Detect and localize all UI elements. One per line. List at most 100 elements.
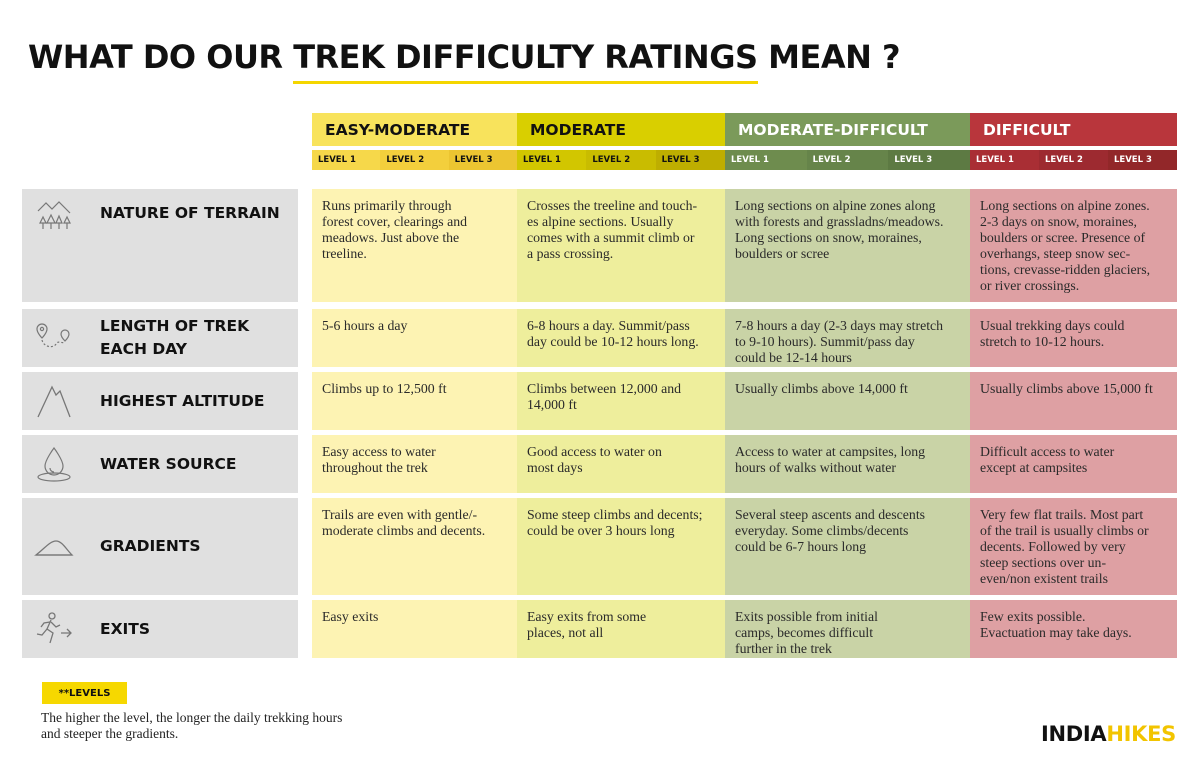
route-pins-icon (34, 318, 74, 358)
table-cell: Exits possible from initial camps, become… (725, 600, 970, 658)
level-tag: LEVEL 3 (888, 150, 970, 170)
table-cell: Good access to water on most days (517, 435, 725, 493)
cell-line: 5-6 hours a day (322, 318, 408, 333)
table-cell: Easy exits (312, 600, 517, 658)
cell-line: tions, crevasse-ridden glaciers, (980, 262, 1151, 277)
cell-line: a pass crossing. (527, 246, 614, 261)
cell-line: Easy exits (322, 609, 379, 624)
table-cell: 7-8 hours a day (2-3 days may stretch to … (725, 309, 970, 367)
cell-line: Exits possible from initial (735, 609, 878, 624)
cell-line: hours of walks without water (735, 460, 896, 475)
table-cell: Usually climbs above 15,000 ft (970, 372, 1177, 430)
category-header: EASY-MODERATE (312, 113, 517, 146)
cell-line: to 9-10 hours). Summit/pass day (735, 334, 915, 349)
table-cell: Easy access to water throughout the trek (312, 435, 517, 493)
level-tag: LEVEL 1 (725, 150, 807, 170)
table-cell: Usual trekking days could stretch to 10-1… (970, 309, 1177, 367)
cell-line: comes with a summit climb or (527, 230, 695, 245)
cell-line: Climbs up to 12,500 ft (322, 381, 447, 396)
cell-line: Easy access to water (322, 444, 436, 459)
brand-logo: INDIAHIKES (1040, 722, 1176, 746)
table-cell: Climbs between 12,000 and 14,000 ft (517, 372, 725, 430)
row-label: EXITS (22, 600, 298, 658)
table-cell: Very few flat trails. Most part of the tr… (970, 498, 1177, 595)
cell-line: Long sections on snow, moraines, (735, 230, 922, 245)
cell-line: with forests and grassladns/meadows. (735, 214, 944, 229)
cell-line: boulders or scree (735, 246, 830, 261)
cell-line: 14,000 ft (527, 397, 577, 412)
cell-line: could be 12-14 hours (735, 350, 852, 365)
cell-line: meadows. Just above the (322, 230, 460, 245)
table-cell: Runs primarily through forest cover, clea… (312, 189, 517, 302)
cell-line: day could be 10-12 hours long. (527, 334, 699, 349)
category-header: DIFFICULT (970, 113, 1177, 146)
table-cell: 5-6 hours a day (312, 309, 517, 367)
cell-line: es alpine sections. Usually (527, 214, 674, 229)
table-cell: Few exits possible. Evactuation may take … (970, 600, 1177, 658)
table-cell: Difficult access to water except at camps… (970, 435, 1177, 493)
cell-line: or river crossings. (980, 278, 1080, 293)
level-tag: LEVEL 2 (806, 150, 889, 170)
row-label-text: GRADIENTS (100, 535, 201, 558)
category-header: MODERATE-DIFFICULT (725, 113, 970, 146)
cell-line: 7-8 hours a day (2-3 days may stretch (735, 318, 944, 333)
cell-line: decents. Followed by very (980, 539, 1126, 554)
trees-mountains-icon (34, 197, 74, 237)
cell-line: stretch to 10-12 hours. (980, 334, 1105, 349)
row-label: LENGTH OF TREK EACH DAY (22, 309, 298, 367)
cell-line: places, not all (527, 625, 604, 640)
cell-line: Usual trekking days could (980, 318, 1125, 333)
cell-line: further in the trek (735, 641, 832, 656)
cell-line: Access to water at campsites, long (735, 444, 926, 459)
table-cell: Several steep ascents and descents everyd… (725, 498, 970, 595)
cell-line: forest cover, clearings and (322, 214, 468, 229)
row-label: HIGHEST ALTITUDE (22, 372, 298, 430)
cell-line: steep sections over un- (980, 555, 1107, 570)
row-label-text: LENGTH OF TREK EACH DAY (100, 315, 249, 361)
cell-line: Trails are even with gentle/- (322, 507, 478, 522)
exit-runner-icon (34, 609, 74, 649)
cell-line: of the trail is usually climbs or (980, 523, 1149, 538)
table-cell: Easy exits from some places, not all (517, 600, 725, 658)
level-tag: LEVEL 3 (1108, 150, 1177, 170)
cell-line: Crosses the treeline and touch- (527, 198, 698, 213)
cell-line: Several steep ascents and descents (735, 507, 926, 522)
cell-line: except at campsites (980, 460, 1088, 475)
cell-line: moderate climbs and decents. (322, 523, 486, 538)
table-cell: Long sections on alpine zones along with … (725, 189, 970, 302)
row-label-text: HIGHEST ALTITUDE (100, 390, 264, 413)
cell-line: overhangs, steep snow sec- (980, 246, 1131, 261)
level-tag: LEVEL 2 (586, 150, 656, 170)
page-title: WHAT DO OUR TREK DIFFICULTY RATINGS MEAN… (28, 38, 901, 84)
row-label: WATER SOURCE (22, 435, 298, 493)
table-cell: Access to water at campsites, long hours … (725, 435, 970, 493)
level-tag: LEVEL 3 (655, 150, 725, 170)
row-label-line: HIGHEST ALTITUDE (100, 391, 265, 410)
slope-icon (34, 527, 74, 567)
table-cell: Trails are even with gentle/- moderate cl… (312, 498, 517, 595)
cell-line: Difficult access to water (980, 444, 1115, 459)
cell-line: Climbs between 12,000 and (527, 381, 682, 396)
row-label-text: NATURE OF TERRAIN (100, 202, 280, 225)
cell-line: everyday. Some climbs/decents (735, 523, 909, 538)
cell-line: could be over 3 hours long (527, 523, 675, 538)
levels-badge: **LEVELS (42, 682, 127, 704)
cell-line: Very few flat trails. Most part (980, 507, 1144, 522)
cell-line: Easy exits from some (527, 609, 647, 624)
cell-line: 6-8 hours a day. Summit/pass (527, 318, 690, 333)
peak-icon (34, 381, 74, 421)
cell-line: Long sections on alpine zones along (735, 198, 936, 213)
cell-line: Long sections on alpine zones. (980, 198, 1150, 213)
table-cell: Usually climbs above 14,000 ft (725, 372, 970, 430)
level-tag: LEVEL 1 (970, 150, 1039, 170)
table-cell: Crosses the treeline and touch-es alpine… (517, 189, 725, 302)
cell-line: Usually climbs above 14,000 ft (735, 381, 908, 396)
table-cell: 6-8 hours a day. Summit/pass day could be… (517, 309, 725, 367)
cell-line: treeline. (322, 246, 367, 261)
row-label-line: GRADIENTS (100, 537, 201, 555)
row-label: GRADIENTS (22, 498, 298, 595)
level-tag: LEVEL 1 (312, 150, 381, 170)
cell-line: could be 6-7 hours long (735, 539, 867, 554)
cell-line: boulders or scree. Presence of (980, 230, 1146, 245)
cell-line: Runs primarily through (322, 198, 452, 213)
